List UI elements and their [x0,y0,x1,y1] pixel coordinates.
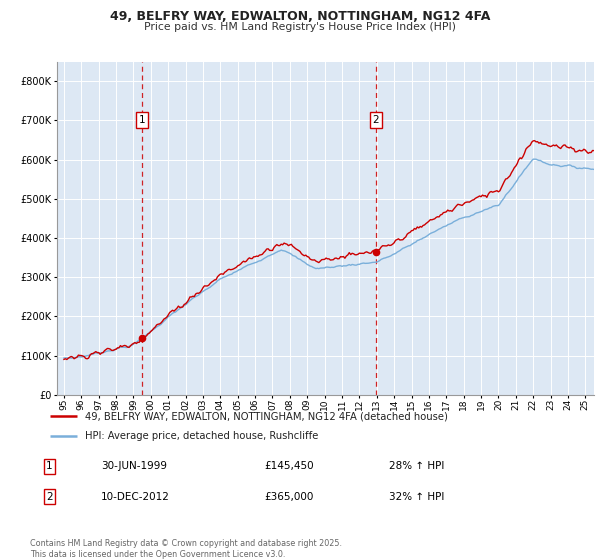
Text: £145,450: £145,450 [264,461,314,472]
Text: 30-JUN-1999: 30-JUN-1999 [101,461,167,472]
Text: 10-DEC-2012: 10-DEC-2012 [101,492,170,502]
Text: 32% ↑ HPI: 32% ↑ HPI [389,492,445,502]
Text: HPI: Average price, detached house, Rushcliffe: HPI: Average price, detached house, Rush… [85,431,318,441]
Text: 49, BELFRY WAY, EDWALTON, NOTTINGHAM, NG12 4FA: 49, BELFRY WAY, EDWALTON, NOTTINGHAM, NG… [110,10,490,23]
Text: 28% ↑ HPI: 28% ↑ HPI [389,461,445,472]
Text: 49, BELFRY WAY, EDWALTON, NOTTINGHAM, NG12 4FA (detached house): 49, BELFRY WAY, EDWALTON, NOTTINGHAM, NG… [85,411,448,421]
Text: 1: 1 [46,461,53,472]
Text: 1: 1 [139,115,145,125]
Text: Contains HM Land Registry data © Crown copyright and database right 2025.
This d: Contains HM Land Registry data © Crown c… [30,539,342,559]
Text: £365,000: £365,000 [264,492,313,502]
Text: Price paid vs. HM Land Registry's House Price Index (HPI): Price paid vs. HM Land Registry's House … [144,22,456,32]
Text: 2: 2 [46,492,53,502]
Text: 2: 2 [373,115,379,125]
